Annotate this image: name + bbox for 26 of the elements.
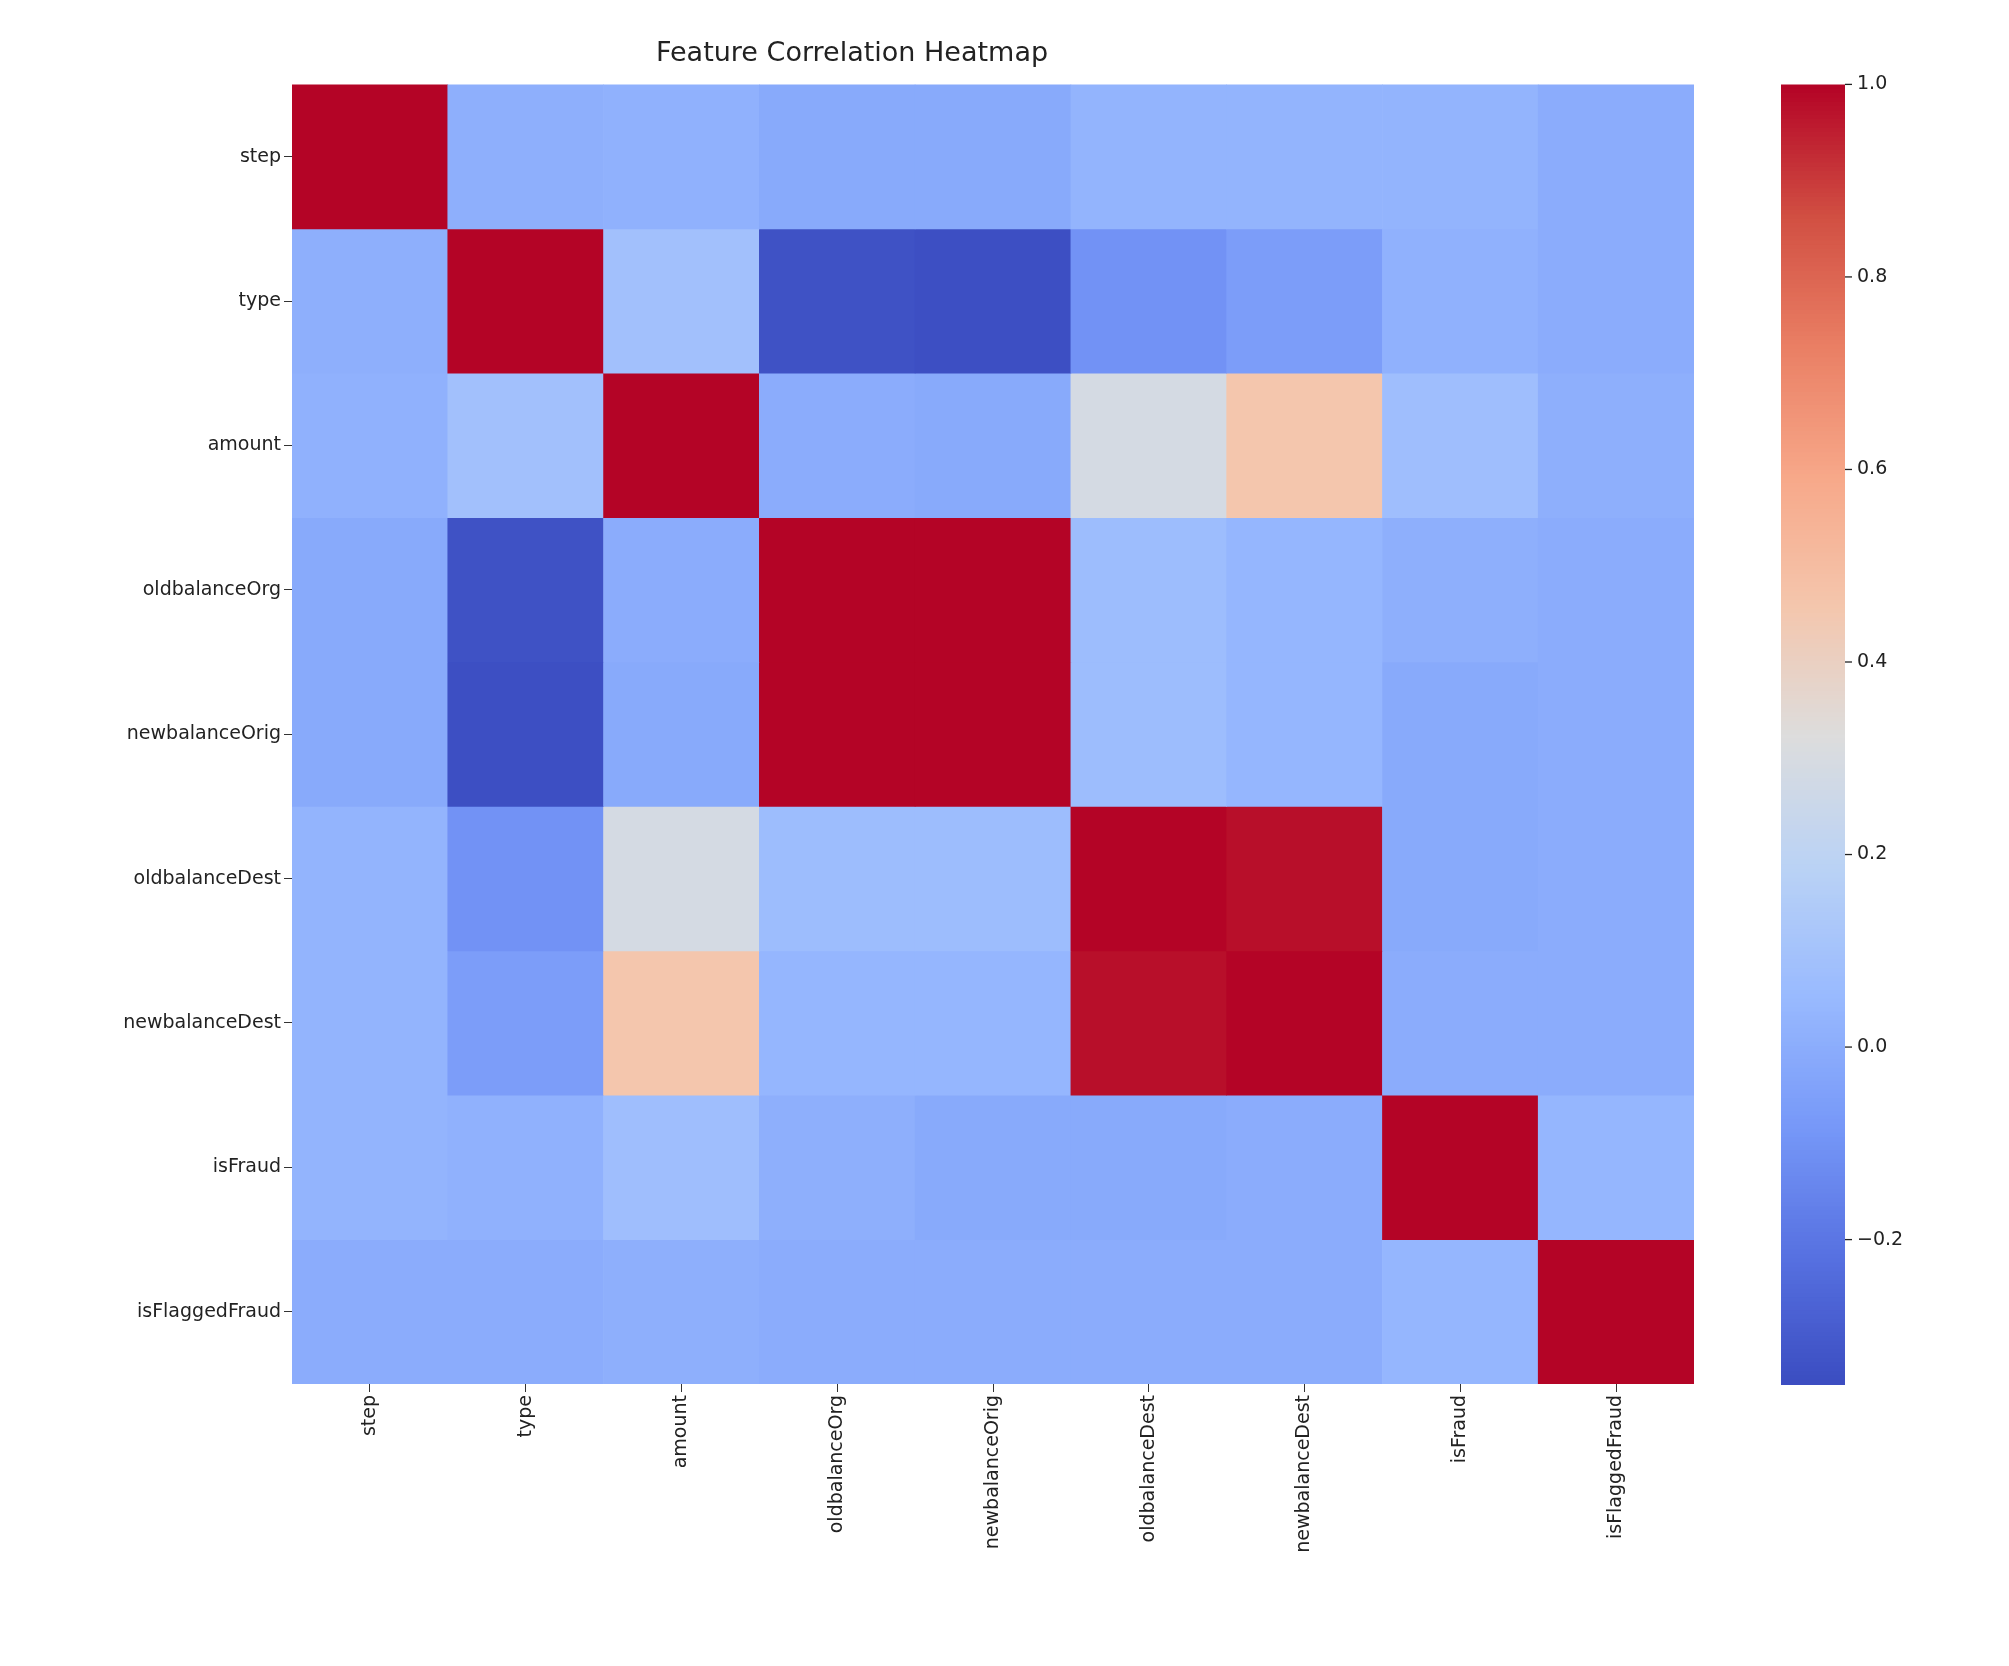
x-tick-label: oldbalanceOrg	[824, 1395, 847, 1534]
x-tick-label: step	[356, 1395, 379, 1437]
x-tick-label: newbalanceOrig	[979, 1395, 1002, 1550]
y-tick-label: newbalanceOrig	[126, 721, 281, 744]
color-bar-label: 0.4	[1857, 648, 1888, 671]
chart-title: Feature Correlation Heatmap	[655, 36, 1049, 68]
color-bar-label: 0.6	[1857, 456, 1888, 479]
y-tick-label: newbalanceDest	[123, 1009, 281, 1032]
y-tick-label: isFraud	[212, 1154, 281, 1177]
color-bar-label: 0.2	[1857, 841, 1888, 864]
color-bar-label: 1.0	[1857, 71, 1888, 94]
color-bar-label: 0.8	[1857, 263, 1888, 286]
x-tick-label: isFraud	[1447, 1395, 1470, 1464]
y-tick-label: type	[238, 287, 281, 310]
x-tick-label: amount	[668, 1395, 691, 1469]
x-tick-label: type	[512, 1395, 535, 1438]
x-tick-label: newbalanceDest	[1291, 1395, 1314, 1553]
color-bar-label: −0.2	[1857, 1226, 1904, 1249]
x-tick-label: isFlaggedFraud	[1603, 1395, 1626, 1540]
x-tick-label: oldbalanceDest	[1135, 1395, 1158, 1543]
y-tick-label: oldbalanceDest	[133, 865, 281, 888]
color-bar-label: 0.0	[1857, 1034, 1888, 1056]
y-tick-label: amount	[207, 432, 281, 455]
y-tick-label: isFlaggedFraud	[136, 1298, 281, 1321]
y-tick-label: oldbalanceOrg	[142, 576, 281, 599]
y-tick-label: step	[239, 143, 281, 166]
